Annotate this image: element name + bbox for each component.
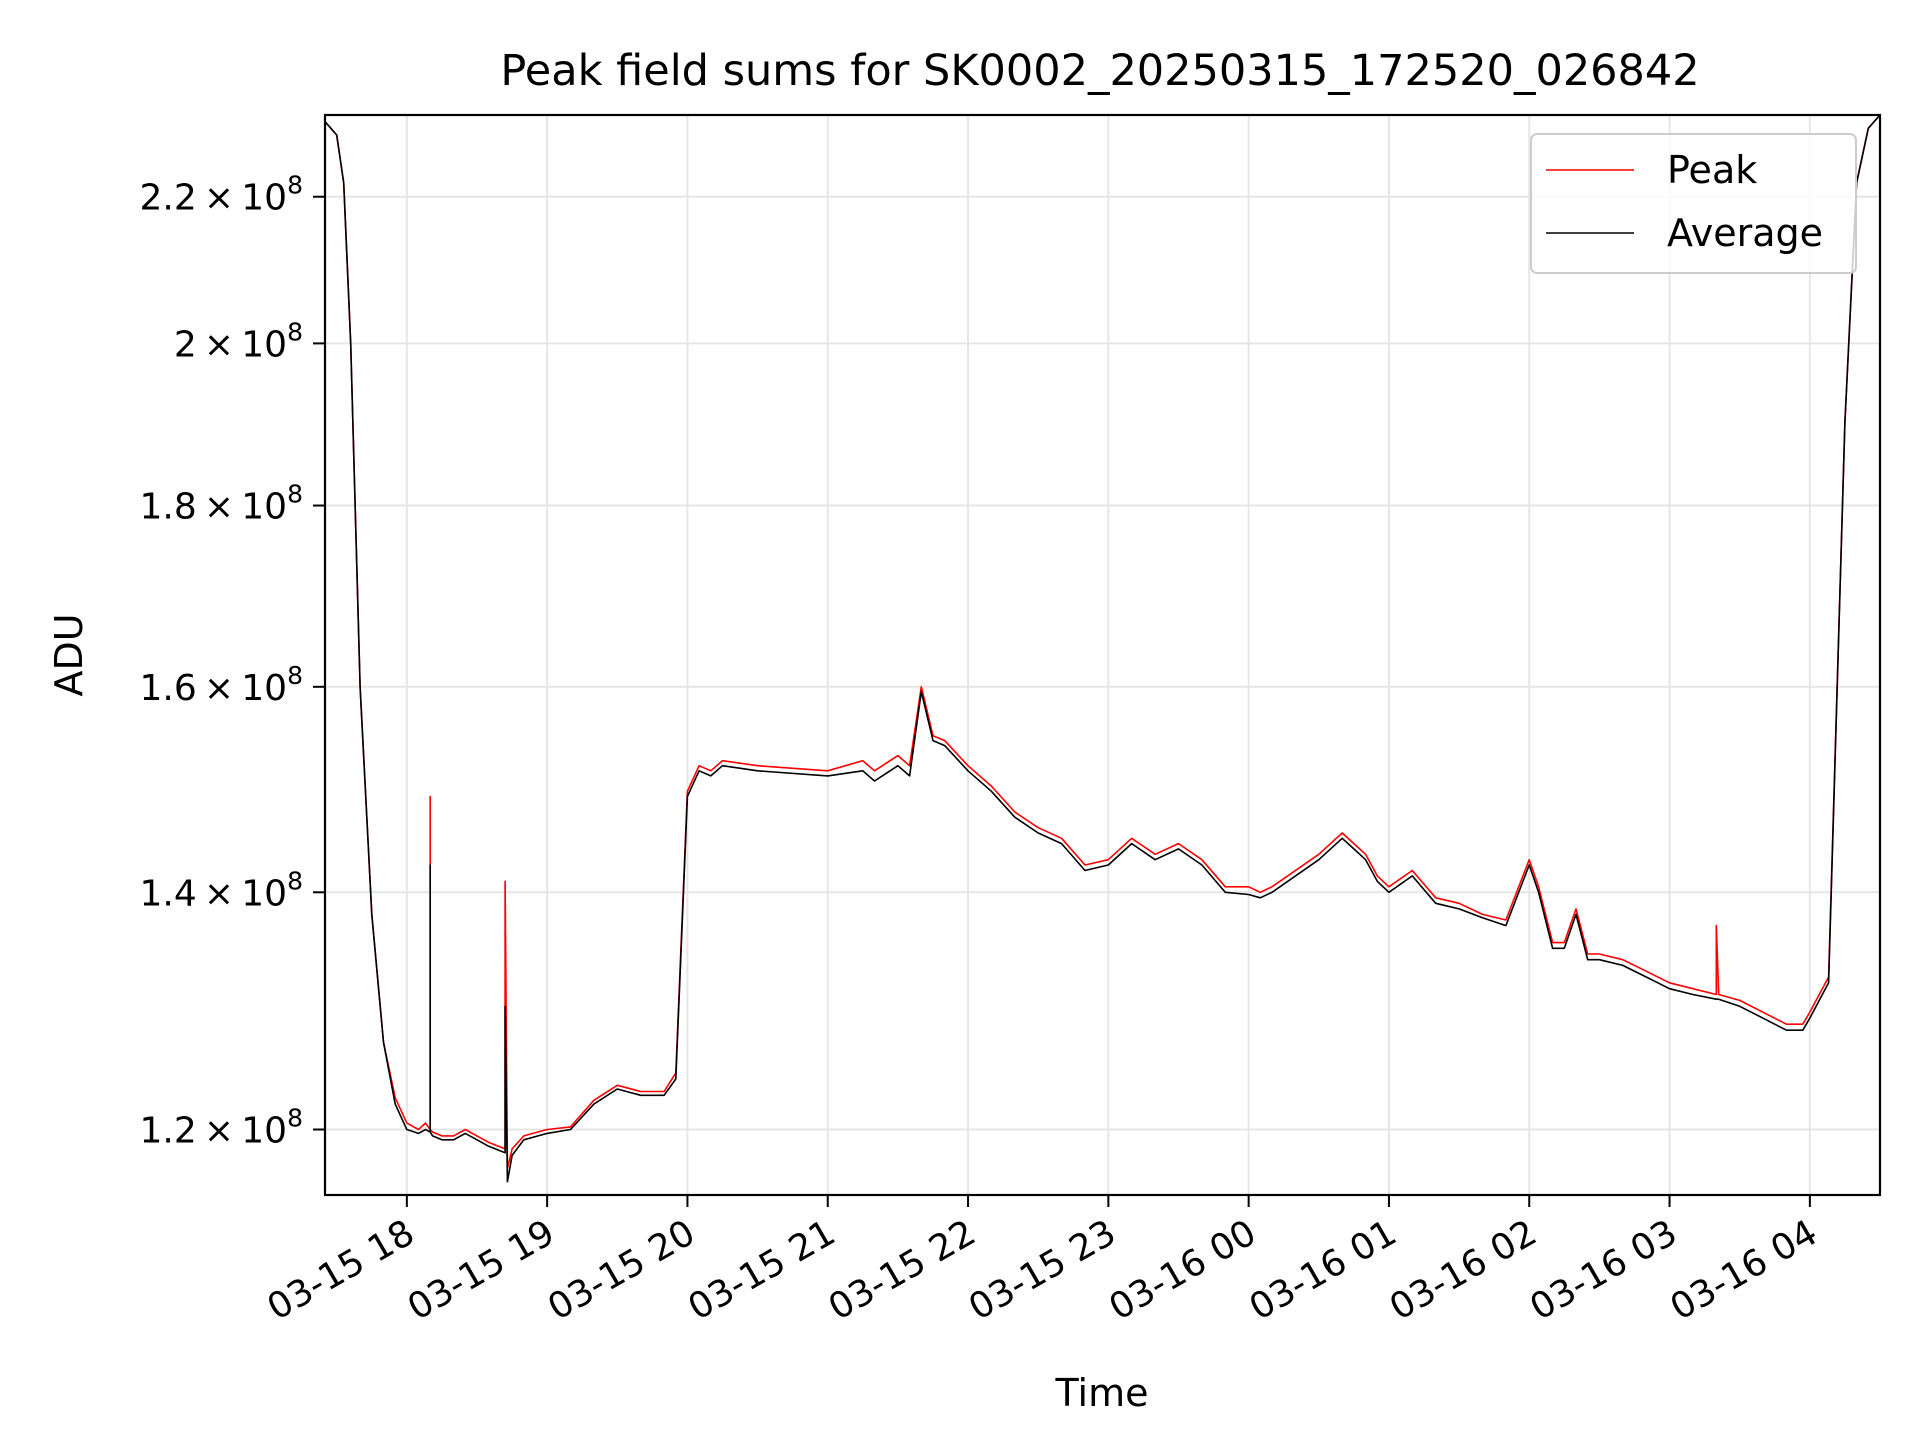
- y-tick-label: 2.2 × 108: [139, 171, 303, 219]
- series-line-peak: [324, 114, 1881, 1170]
- grid: [325, 115, 1880, 1195]
- series-line-average: [324, 114, 1881, 1183]
- plot-frame: [323, 113, 1882, 1197]
- legend-box: [1530, 133, 1857, 274]
- legend-label-average: Average: [1667, 211, 1823, 255]
- chart-title: Peak field sums for SK0002_20250315_1725…: [500, 46, 1699, 96]
- series-layer: [324, 114, 1881, 1183]
- x-axis-label: Time: [1055, 1371, 1149, 1415]
- legend: Peak Average: [1530, 133, 1857, 274]
- y-axis: 1.2 × 108 1.4 × 108 1.6 × 108 1.8 × 108 2 × …: [139, 171, 325, 1152]
- y-tick-label: 2 × 108: [174, 317, 303, 365]
- y-axis-label: ADU: [47, 613, 91, 696]
- legend-label-peak: Peak: [1667, 148, 1757, 192]
- y-tick-label: 1.4 × 108: [139, 866, 303, 914]
- y-tick-label: 1.8 × 108: [139, 480, 303, 528]
- y-tick-label: 1.6 × 108: [139, 661, 303, 709]
- y-tick-label: 1.2 × 108: [139, 1104, 303, 1152]
